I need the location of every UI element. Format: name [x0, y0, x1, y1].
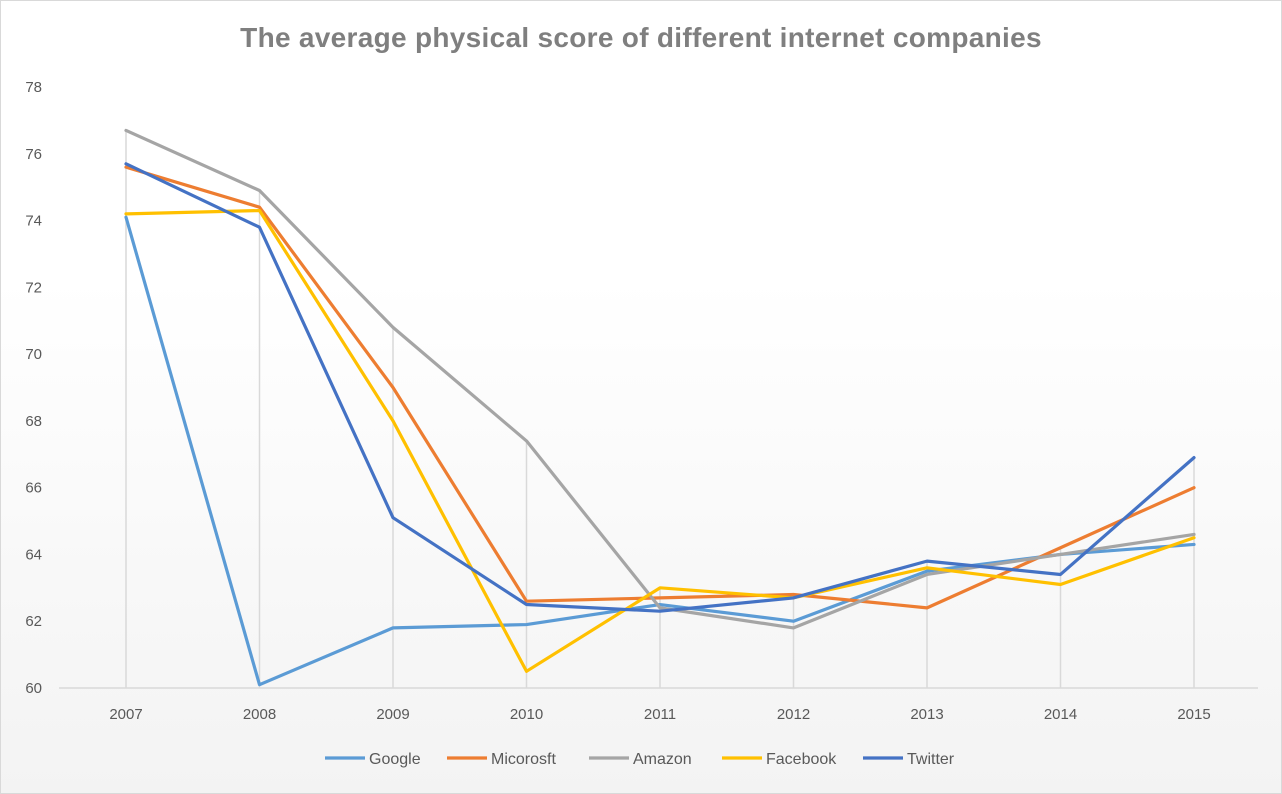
legend-item-amazon: Amazon — [589, 751, 692, 768]
legend-item-micorosft: Micorosft — [447, 751, 556, 768]
series-line-micorosft — [124, 165, 1196, 610]
x-tick-label: 2014 — [1044, 706, 1077, 723]
y-tick-label: 64 — [25, 546, 42, 563]
series-line-facebook — [124, 208, 1196, 673]
y-tick-label: 76 — [25, 146, 42, 163]
legend-label: Amazon — [633, 751, 692, 768]
x-tick-label: 2013 — [910, 706, 943, 723]
x-tick-label: 2011 — [644, 706, 676, 723]
x-tick-label: 2009 — [376, 706, 409, 723]
y-tick-label: 70 — [25, 346, 42, 363]
legend-item-facebook: Facebook — [722, 751, 837, 768]
legend-label: Twitter — [907, 751, 955, 768]
series-line-amazon — [124, 128, 1196, 630]
legend-label: Google — [369, 751, 421, 768]
series-lines — [124, 128, 1196, 687]
legend-item-google: Google — [325, 751, 421, 768]
x-axis-ticks: 2007 2008 2009 2010 2011 2012 2013 2014 2015 — [109, 706, 1210, 723]
y-tick-label: 66 — [25, 480, 42, 497]
x-tick-label: 2007 — [109, 706, 142, 723]
legend: Google Micorosft Amazon Facebook Twitter — [325, 751, 955, 768]
y-tick-label: 68 — [25, 413, 42, 430]
x-tick-label: 2015 — [1177, 706, 1210, 723]
series-line-twitter — [124, 162, 1196, 613]
x-tick-label: 2012 — [777, 706, 810, 723]
legend-label: Facebook — [766, 751, 837, 768]
x-tick-label: 2010 — [510, 706, 543, 723]
y-tick-label: 60 — [25, 680, 42, 697]
y-tick-label: 72 — [25, 279, 42, 296]
legend-label: Micorosft — [491, 751, 556, 768]
chart-title: The average physical score of different … — [240, 22, 1042, 53]
y-tick-label: 74 — [25, 213, 42, 230]
legend-item-twitter: Twitter — [863, 751, 955, 768]
y-tick-label: 78 — [25, 79, 42, 96]
y-tick-label: 62 — [25, 613, 42, 630]
y-axis-ticks: 60 62 64 66 68 70 72 74 76 78 — [25, 79, 42, 697]
x-tick-label: 2008 — [243, 706, 276, 723]
